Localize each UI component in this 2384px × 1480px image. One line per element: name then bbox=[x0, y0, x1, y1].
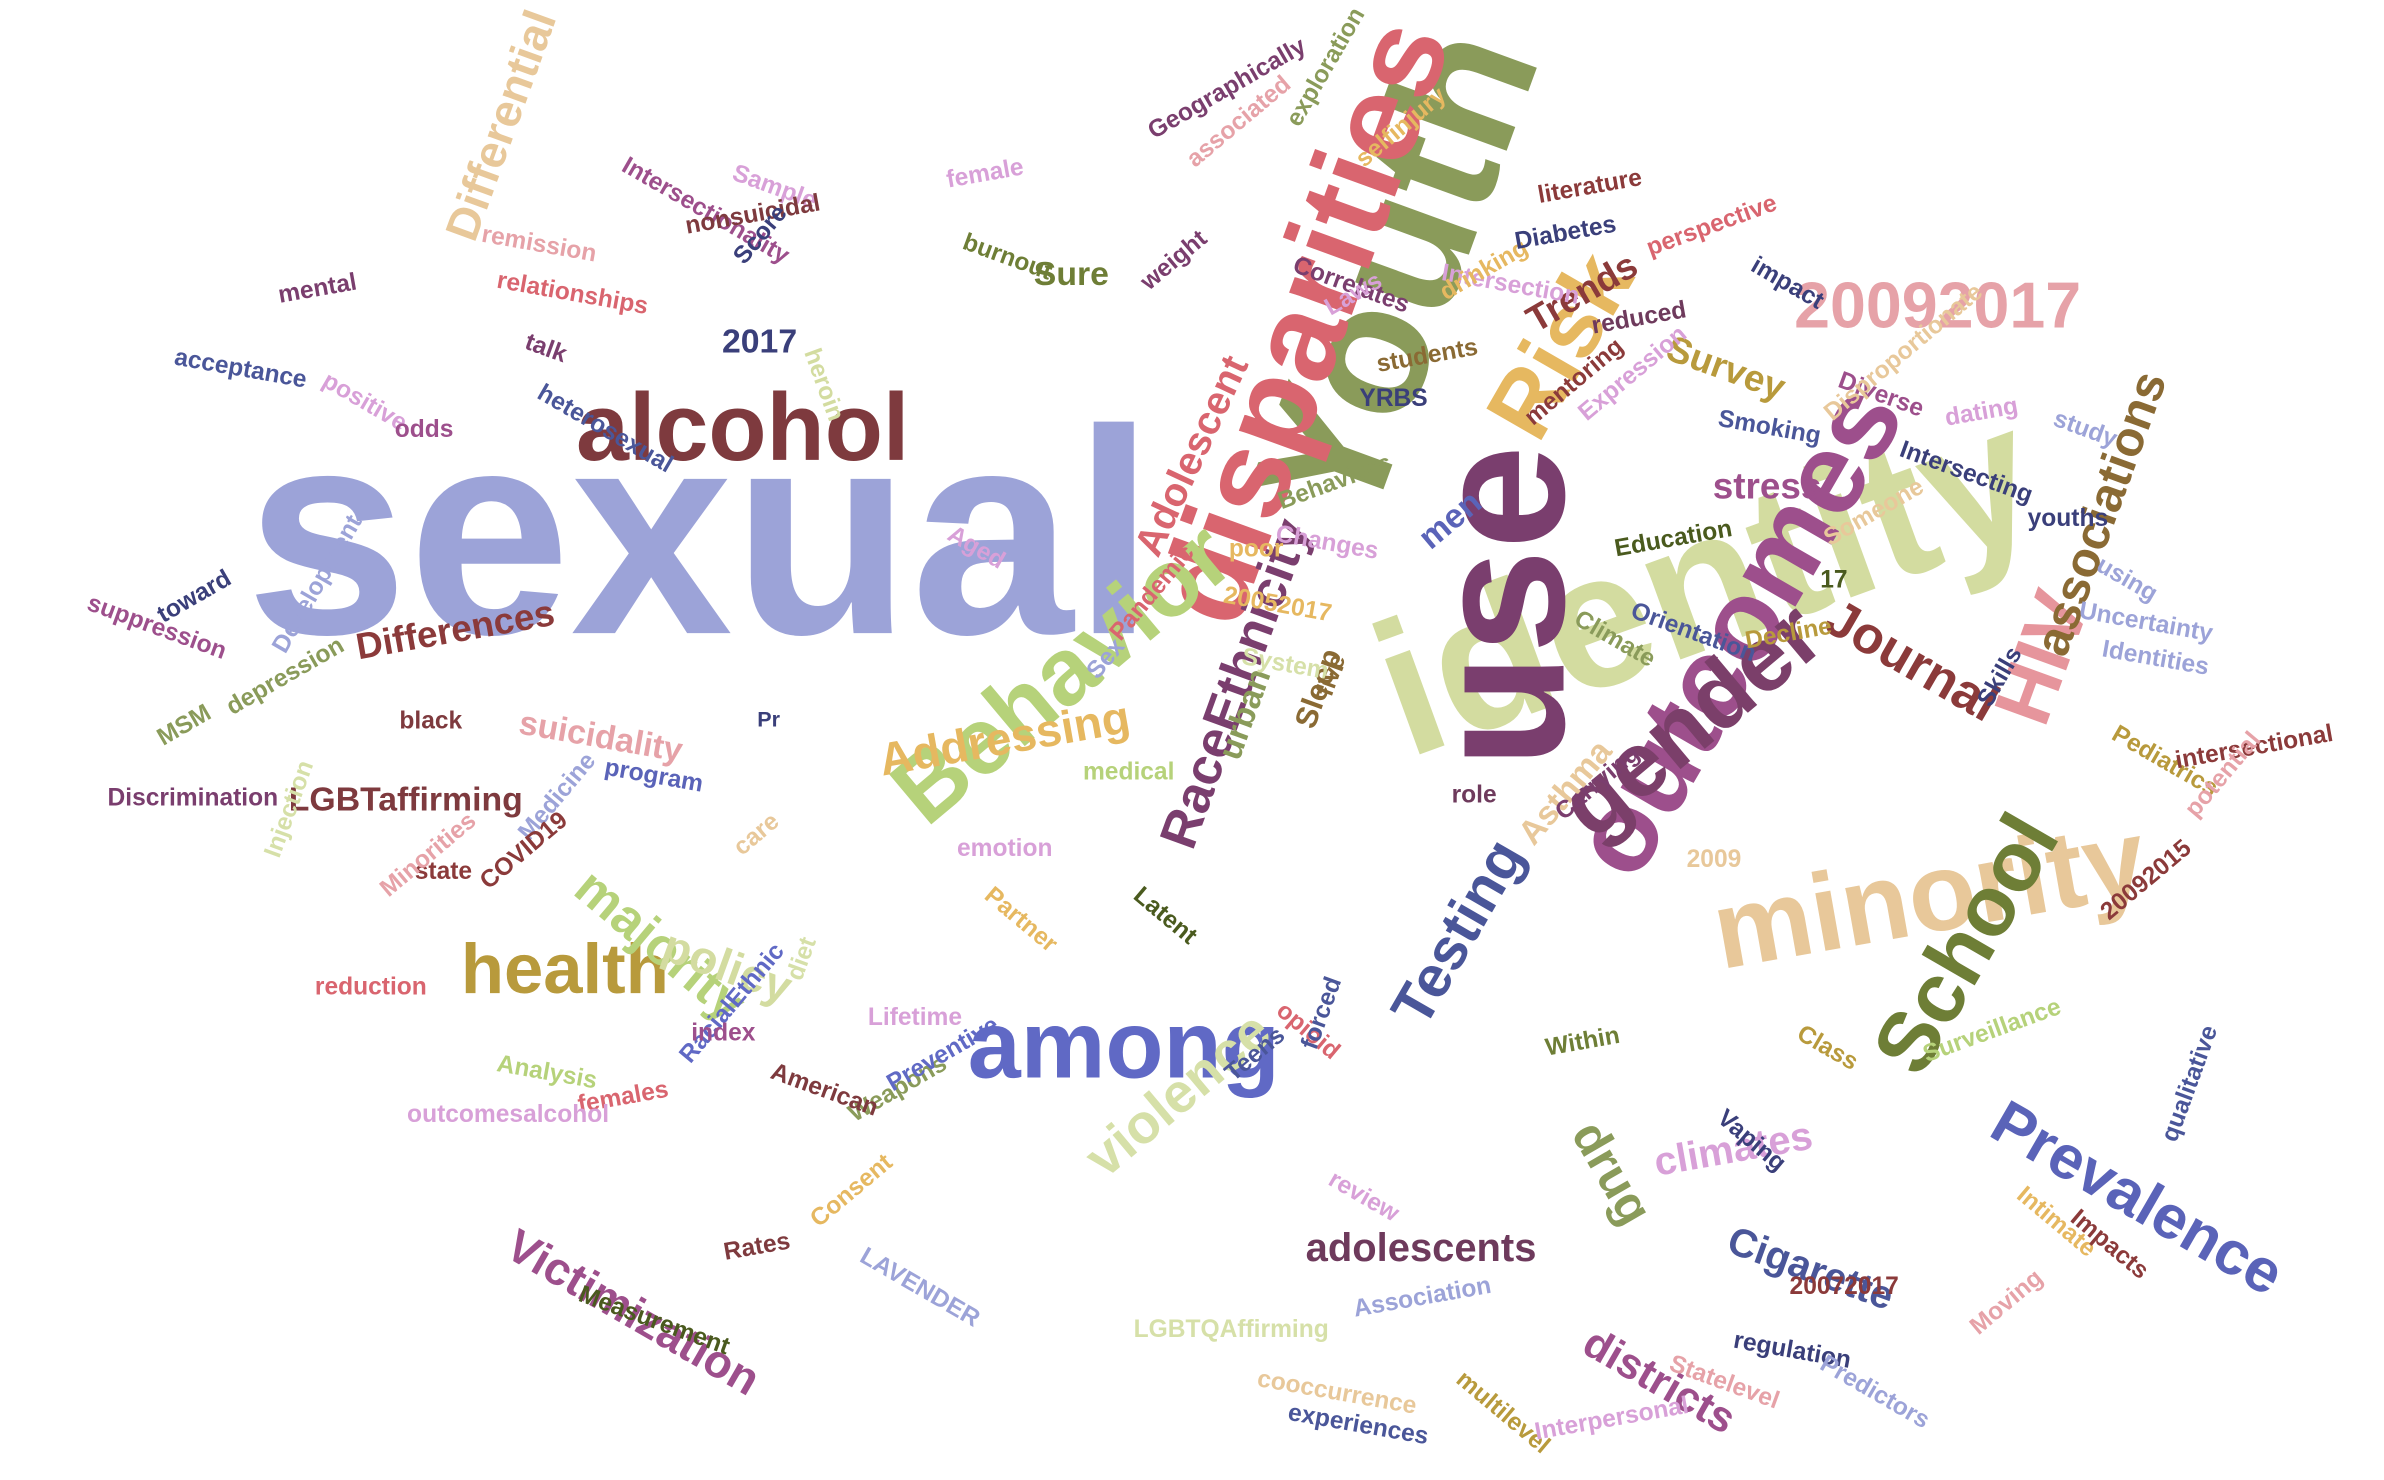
word-analysis: Analysis bbox=[494, 1050, 600, 1095]
word-2009: 2009 bbox=[1686, 845, 1742, 873]
word-among: among bbox=[967, 992, 1280, 1099]
word-using: using bbox=[2091, 551, 2163, 608]
word-american: American bbox=[767, 1058, 882, 1122]
word-relationships: relationships bbox=[494, 266, 651, 320]
word-use: use bbox=[1393, 445, 1604, 769]
word-remission: remission bbox=[479, 220, 599, 268]
word-cigarette: Cigarette bbox=[1721, 1218, 1900, 1319]
word-association: Association bbox=[1351, 1271, 1494, 1323]
word-differential: Differential bbox=[434, 3, 567, 248]
word-moving: Moving bbox=[1964, 1264, 2049, 1341]
word-review: review bbox=[1323, 1165, 1404, 1228]
word-class: Class bbox=[1792, 1019, 1863, 1076]
word-predictors: Predictors bbox=[1815, 1350, 1935, 1435]
word-consent: Consent bbox=[805, 1148, 898, 1233]
word-female: female bbox=[944, 153, 1026, 194]
word-talk: talk bbox=[521, 328, 571, 369]
word-weight: weight bbox=[1135, 224, 1213, 296]
word-discrimination: Discrimination bbox=[107, 784, 279, 812]
word-20072017: 20072017 bbox=[1789, 1272, 1899, 1300]
word-burnout: burnout bbox=[959, 228, 1056, 286]
word-reduction: reduction bbox=[314, 973, 427, 1001]
word-within: Within bbox=[1543, 1021, 1622, 1062]
word-2017: 2017 bbox=[721, 322, 798, 361]
word-impact: impact bbox=[1746, 251, 1829, 315]
word-health: health bbox=[460, 928, 669, 1008]
word-testing: Testing bbox=[1379, 828, 1537, 1037]
word-youths: youths bbox=[2027, 504, 2109, 532]
word-role: role bbox=[1451, 781, 1497, 809]
word-black: black bbox=[399, 707, 463, 735]
word-lifetime: Lifetime bbox=[867, 1004, 963, 1032]
word-lgbtaffirming: LGBTaffirming bbox=[288, 780, 523, 819]
word-literature: literature bbox=[1535, 164, 1644, 209]
word-partner: Partner bbox=[979, 881, 1063, 958]
word-care: care bbox=[728, 807, 785, 861]
word-17: 17 bbox=[1820, 566, 1848, 594]
word-yrbs: YRBS bbox=[1359, 385, 1428, 413]
word-sexual: sexual bbox=[245, 369, 1155, 696]
word-msm: MSM bbox=[152, 699, 216, 752]
word-odds: odds bbox=[394, 415, 454, 443]
word-index: index bbox=[691, 1019, 756, 1047]
word-qualitative: qualitative bbox=[2156, 1021, 2224, 1146]
word-minorities: Minorities bbox=[375, 807, 482, 903]
word-medical: medical bbox=[1082, 758, 1175, 786]
word-mental: mental bbox=[276, 268, 359, 309]
word-20092017: 20092017 bbox=[1794, 269, 2082, 342]
word-drug: drug bbox=[1561, 1112, 1663, 1234]
word-latent: Latent bbox=[1128, 881, 1203, 950]
word-lgbtqaffirming: LGBTQAffirming bbox=[1133, 1315, 1329, 1343]
word-pr: Pr bbox=[757, 707, 781, 732]
word-rates: Rates bbox=[721, 1227, 793, 1266]
word-emotion: emotion bbox=[956, 835, 1053, 863]
word-toward: toward bbox=[152, 564, 236, 629]
word-sure: Sure bbox=[1033, 255, 1109, 294]
word-adolescents: adolescents bbox=[1305, 1225, 1537, 1270]
word-poor: poor bbox=[1228, 535, 1284, 563]
word-stress: stress bbox=[1712, 465, 1822, 507]
word-suicidality: suicidality bbox=[516, 703, 686, 770]
word-outcomesalcohol: outcomesalcohol bbox=[407, 1100, 610, 1128]
word-state: state bbox=[414, 858, 473, 886]
word-program: program bbox=[602, 753, 706, 798]
word-alcohol: alcohol bbox=[576, 374, 910, 481]
word-perspective: perspective bbox=[1642, 189, 1781, 262]
word-diet: diet bbox=[781, 933, 822, 984]
word-lavender: LAVENDER bbox=[855, 1242, 985, 1333]
word-interpersonal: Interpersonal bbox=[1532, 1391, 1691, 1446]
word-acceptance: acceptance bbox=[172, 343, 309, 394]
